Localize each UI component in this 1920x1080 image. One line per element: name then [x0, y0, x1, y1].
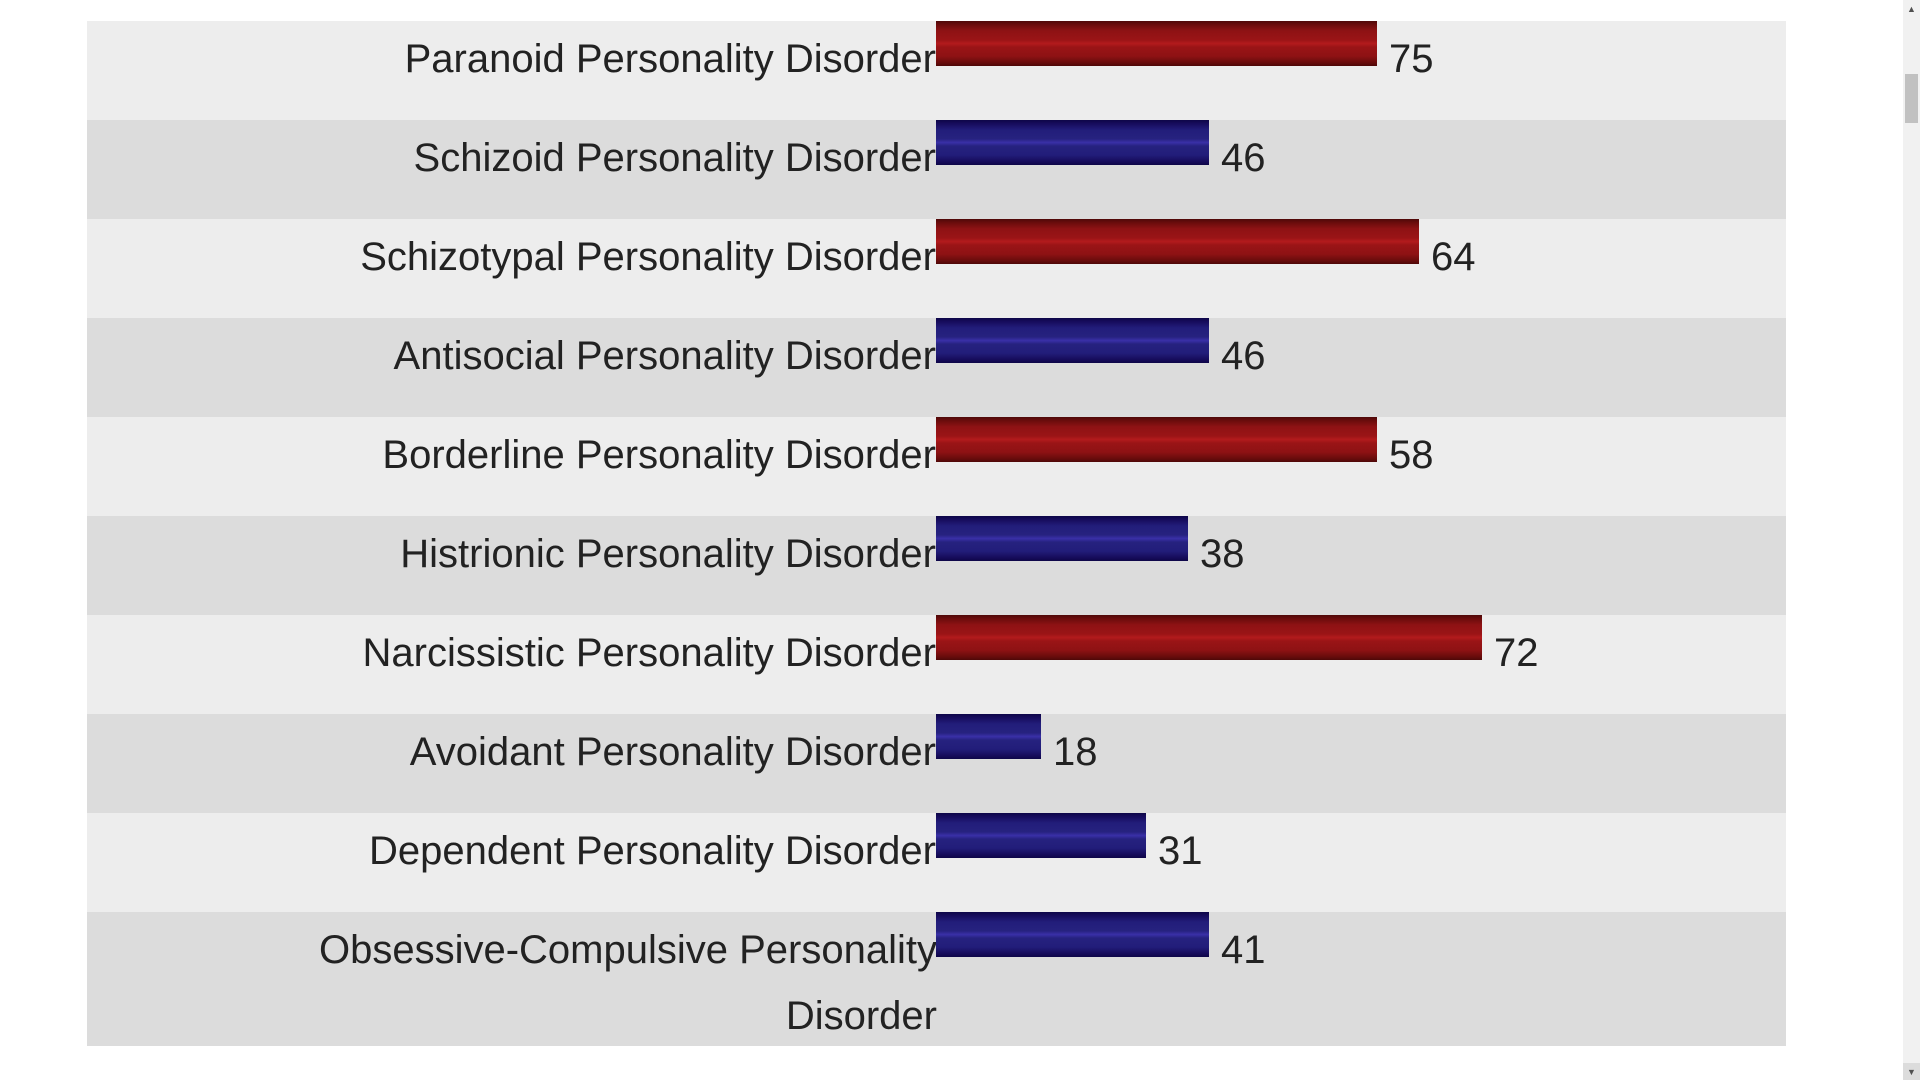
value-label: 31 — [1158, 829, 1203, 873]
value-label: 72 — [1494, 631, 1539, 675]
red-bar — [936, 219, 1419, 264]
chart-row: Borderline Personality Disorder 58 — [87, 417, 1786, 516]
value-label: 46 — [1221, 136, 1266, 180]
chart-row: Obsessive-Compulsive Personality Disorde… — [87, 912, 1786, 1046]
value-label: 46 — [1221, 334, 1266, 378]
chart-row: Antisocial Personality Disorder 46 — [87, 318, 1786, 417]
blue-bar — [936, 516, 1188, 561]
category-label: Avoidant Personality Disorder — [409, 730, 936, 774]
chart-row: Schizotypal Personality Disorder 64 — [87, 219, 1786, 318]
chart-row: Dependent Personality Disorder 31 — [87, 813, 1786, 912]
blue-bar — [936, 318, 1209, 363]
scroll-down-arrow-icon[interactable]: ▼ — [1903, 1063, 1920, 1080]
chart-row: Paranoid Personality Disorder 75 — [87, 21, 1786, 120]
value-label: 18 — [1053, 730, 1098, 774]
scroll-thumb[interactable] — [1905, 74, 1918, 123]
vertical-scrollbar[interactable]: ▲ ▼ — [1903, 0, 1920, 1080]
category-label: Paranoid Personality Disorder — [404, 37, 936, 81]
value-label: 75 — [1389, 37, 1434, 81]
category-label: Obsessive-Compulsive Personality Disorde… — [318, 928, 937, 1038]
chart-row: Narcissistic Personality Disorder 72 — [87, 615, 1786, 714]
scroll-up-arrow-icon[interactable]: ▲ — [1907, 3, 1916, 14]
value-label: 58 — [1389, 433, 1434, 477]
chart-row: Schizoid Personality Disorder 46 — [87, 120, 1786, 219]
category-label: Antisocial Personality Disorder — [393, 334, 936, 378]
red-bar — [936, 21, 1377, 66]
red-bar — [936, 615, 1482, 660]
chart-row: Histrionic Personality Disorder 38 — [87, 516, 1786, 615]
value-label: 41 — [1221, 928, 1266, 972]
category-label: Borderline Personality Disorder — [382, 433, 936, 477]
category-label: Histrionic Personality Disorder — [400, 532, 936, 576]
value-label: 38 — [1200, 532, 1245, 576]
category-label: Dependent Personality Disorder — [369, 829, 936, 873]
chart-row: Avoidant Personality Disorder 18 — [87, 714, 1786, 813]
category-label: Narcissistic Personality Disorder — [362, 631, 936, 675]
category-label: Schizoid Personality Disorder — [413, 136, 936, 180]
blue-bar — [936, 912, 1209, 957]
blue-bar — [936, 120, 1209, 165]
red-bar — [936, 417, 1377, 462]
blue-bar — [936, 813, 1146, 858]
value-label: 64 — [1431, 235, 1476, 279]
category-label: Schizotypal Personality Disorder — [360, 235, 936, 279]
personality-disorder-bar-chart: Paranoid Personality Disorder 75 Schizoid … — [87, 21, 1786, 1046]
blue-bar — [936, 714, 1041, 759]
